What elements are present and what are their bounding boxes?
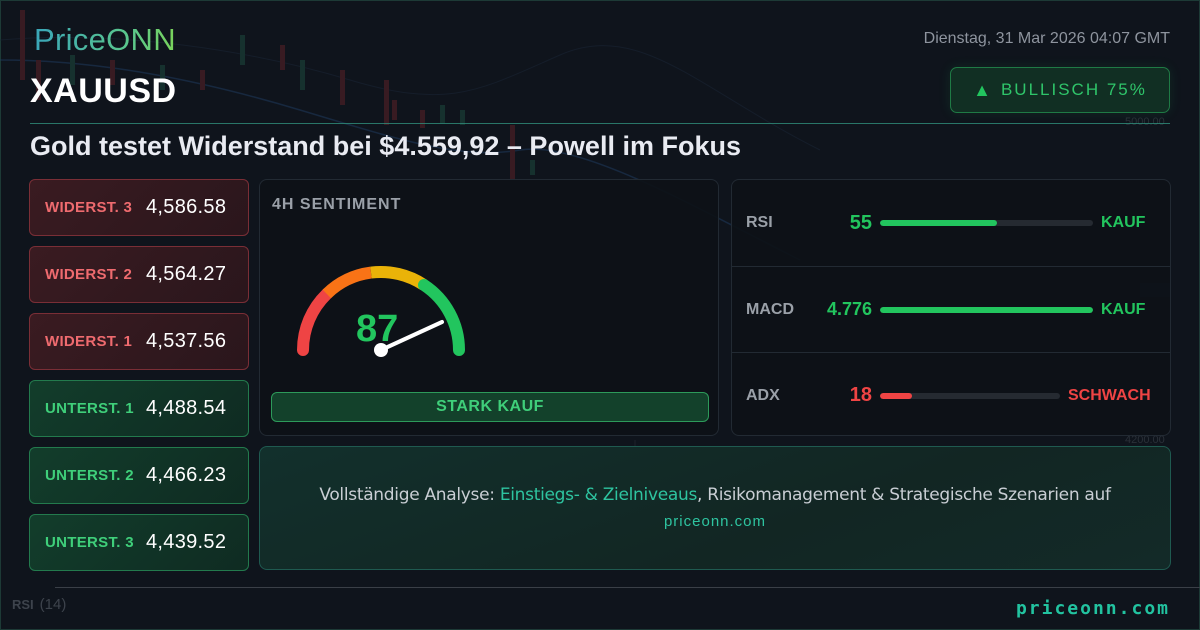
bias-label: BULLISCH 75% xyxy=(1000,80,1147,99)
indicator-bar xyxy=(880,392,1060,399)
indicator-bar-fill xyxy=(880,220,998,226)
level-value: 4,537.56 xyxy=(146,330,227,352)
triangle-up-icon: ▲ xyxy=(973,79,991,100)
brand-logo: PriceONN xyxy=(34,22,176,57)
level-value: 4,439.52 xyxy=(146,531,227,553)
levels-list: WIDERST. 3 4,586.58 WIDERST. 2 4,564.27 … xyxy=(29,179,249,581)
promo-prefix: Vollständige Analyse: xyxy=(319,485,500,505)
axis-label-top: 5000.00 xyxy=(1125,116,1165,128)
header-divider xyxy=(30,123,1170,124)
indicator-row-rsi: RSI 55 KAUF xyxy=(732,180,1170,266)
sentiment-title: 4H SENTIMENT xyxy=(272,196,402,213)
level-value: 4,564.27 xyxy=(146,263,227,285)
level-support-3: UNTERST. 3 4,439.52 xyxy=(29,514,249,571)
indicator-value: 18 xyxy=(849,384,872,406)
indicator-signal: SCHWACH xyxy=(1068,386,1151,404)
background-rsi-label: RSI (14) xyxy=(12,596,66,613)
datetime: Dienstag, 31 Mar 2026 04:07 GMT xyxy=(923,30,1170,47)
sentiment-card: 4H SENTIMENT 87 STARK KAUF xyxy=(259,179,719,436)
indicator-name: MACD xyxy=(746,300,794,318)
level-label: UNTERST. 3 xyxy=(45,534,134,551)
promo-banner[interactable]: Vollständige Analyse: Einstiegs- & Zieln… xyxy=(259,446,1171,570)
level-label: WIDERST. 3 xyxy=(45,199,133,216)
rsi-period: (14) xyxy=(39,596,67,613)
level-label: UNTERST. 2 xyxy=(45,467,134,484)
indicator-signal: KAUF xyxy=(1101,300,1146,318)
level-label: UNTERST. 1 xyxy=(45,400,134,417)
level-resistance-2: WIDERST. 2 4,564.27 xyxy=(29,246,249,303)
footer-brand-link[interactable]: priceonn.com xyxy=(1015,598,1170,619)
indicator-bar-fill xyxy=(880,392,913,399)
indicator-bar xyxy=(880,220,1093,226)
level-support-2: UNTERST. 2 4,466.23 xyxy=(29,447,249,504)
indicator-signal: KAUF xyxy=(1101,214,1146,231)
promo-text: Vollständige Analyse: Einstiegs- & Zieln… xyxy=(260,485,1170,505)
rsi-label-text: RSI xyxy=(12,597,34,612)
level-resistance-1: WIDERST. 1 4,537.56 xyxy=(29,313,249,370)
level-label: WIDERST. 1 xyxy=(45,333,133,350)
level-label: WIDERST. 2 xyxy=(45,266,133,283)
indicator-row-macd: MACD 4.776 KAUF xyxy=(732,266,1170,352)
indicator-row-adx: ADX 18 SCHWACH xyxy=(732,352,1170,438)
sentiment-verdict: STARK KAUF xyxy=(271,392,709,422)
promo-link[interactable]: priceonn.com xyxy=(663,513,767,530)
indicator-name: RSI xyxy=(746,214,773,231)
indicator-bar-fill xyxy=(880,306,1093,313)
level-resistance-3: WIDERST. 3 4,586.58 xyxy=(29,179,249,236)
indicator-name: ADX xyxy=(746,386,780,404)
promo-suffix: , Risikomanagement & Strategische Szenar… xyxy=(697,485,1111,505)
level-value: 4,586.58 xyxy=(146,196,227,218)
footer-divider xyxy=(55,587,1200,588)
axis-label-bottom: 4200.00 xyxy=(1125,434,1165,446)
sentiment-value: 87 xyxy=(356,308,399,350)
headline: Gold testet Widerstand bei $4.559,92 – P… xyxy=(30,131,741,161)
indicator-value: 4.776 xyxy=(826,299,872,319)
indicator-bar xyxy=(880,306,1093,313)
bias-badge: ▲ BULLISCH 75% xyxy=(950,67,1170,113)
promo-highlight: Einstiegs- & Zielniveaus xyxy=(499,485,698,505)
indicators-card: RSI 55 KAUF MACD 4.776 KAUF ADX 18 SCHWA… xyxy=(731,179,1171,436)
level-support-1: UNTERST. 1 4,488.54 xyxy=(29,380,249,437)
sentiment-gauge-icon xyxy=(297,266,465,357)
level-value: 4,466.23 xyxy=(146,464,227,486)
symbol-title: XAUUSD xyxy=(30,72,177,110)
indicator-value: 55 xyxy=(849,211,872,234)
level-value: 4,488.54 xyxy=(146,397,227,419)
